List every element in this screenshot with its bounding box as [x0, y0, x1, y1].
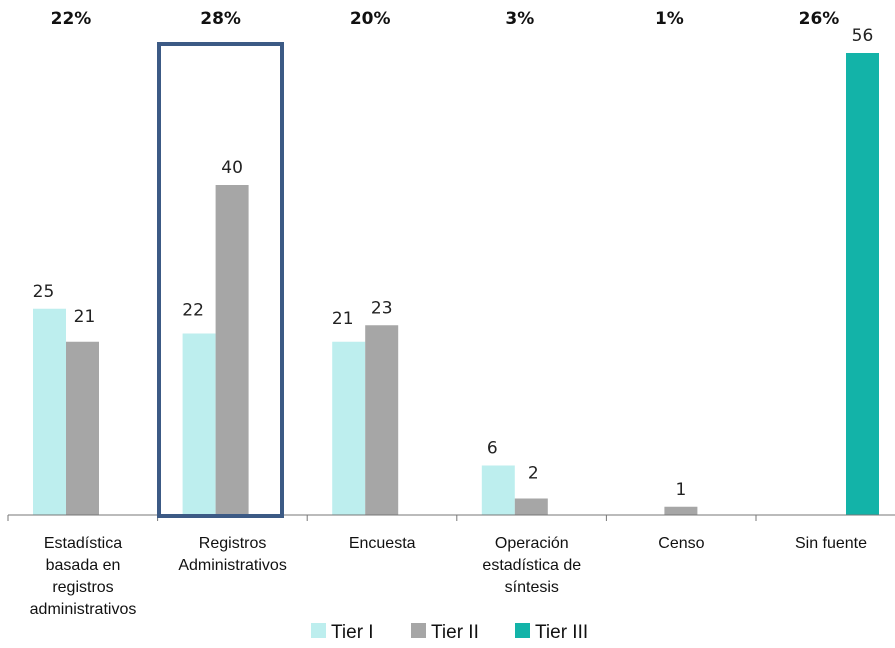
category-label-line: Censo — [658, 535, 704, 552]
bar-value-label: 40 — [221, 158, 243, 178]
category-percentage-label: 1% — [655, 9, 684, 29]
category-label-line: Encuesta — [349, 535, 416, 552]
category-label-line: Estadística — [44, 535, 122, 552]
legend: Tier I Tier II Tier III — [311, 622, 588, 643]
legend-swatch — [411, 623, 426, 638]
category-label-line: Administrativos — [178, 557, 286, 574]
legend-swatch — [311, 623, 326, 638]
category-percentage-label: 3% — [505, 9, 534, 29]
legend-label: Tier II — [431, 622, 479, 643]
bars — [33, 53, 879, 515]
bar-tier-i — [182, 333, 216, 515]
category-percentage-label: 28% — [200, 9, 241, 29]
bar-tier-ii — [66, 341, 99, 515]
legend-swatch — [515, 623, 530, 638]
category-label-line: Registros — [199, 535, 267, 552]
bar-tier-i — [481, 465, 515, 515]
legend-label: Tier III — [535, 622, 588, 643]
bar-tier-ii — [215, 185, 249, 515]
category-label-line: basada en — [46, 557, 121, 574]
bar-value-label: 22 — [182, 301, 204, 321]
category-label-line: administrativos — [30, 601, 137, 618]
bar-tier-i — [33, 308, 66, 515]
bar-value-label: 21 — [332, 309, 354, 329]
category-label-line: registros — [52, 579, 113, 596]
percentage-labels: 22% 28% 20% 3% 1% 26% — [51, 9, 840, 29]
category-label-line: Operación — [495, 535, 569, 552]
bar-tier-ii — [365, 325, 399, 515]
bar-tier-i — [332, 341, 366, 515]
category-label-line: síntesis — [505, 579, 559, 596]
bar-tier-ii — [514, 498, 548, 515]
category-label-line: estadística de — [482, 557, 581, 574]
category-label-line: Sin fuente — [795, 535, 867, 552]
category-percentage-label: 22% — [51, 9, 92, 29]
category-labels: Estadística basada en registros administrat… — [30, 535, 867, 618]
bar-value-label: 23 — [371, 298, 393, 318]
x-axis — [7, 514, 895, 521]
bar-tier-iii — [846, 53, 879, 515]
category-percentage-label: 20% — [350, 9, 391, 29]
highlight-box — [157, 42, 284, 518]
bar-value-label: 6 — [487, 439, 498, 459]
bar-tier-ii — [664, 506, 698, 515]
bar-value-label: 56 — [852, 26, 874, 46]
bar-value-label: 25 — [33, 282, 55, 302]
legend-label: Tier I — [331, 622, 374, 643]
bar-value-label: 1 — [675, 480, 686, 500]
bar-value-label: 2 — [528, 464, 539, 484]
highlight-rectangle — [157, 42, 284, 518]
bar-value-label: 21 — [74, 307, 96, 327]
category-percentage-label: 26% — [799, 9, 840, 29]
